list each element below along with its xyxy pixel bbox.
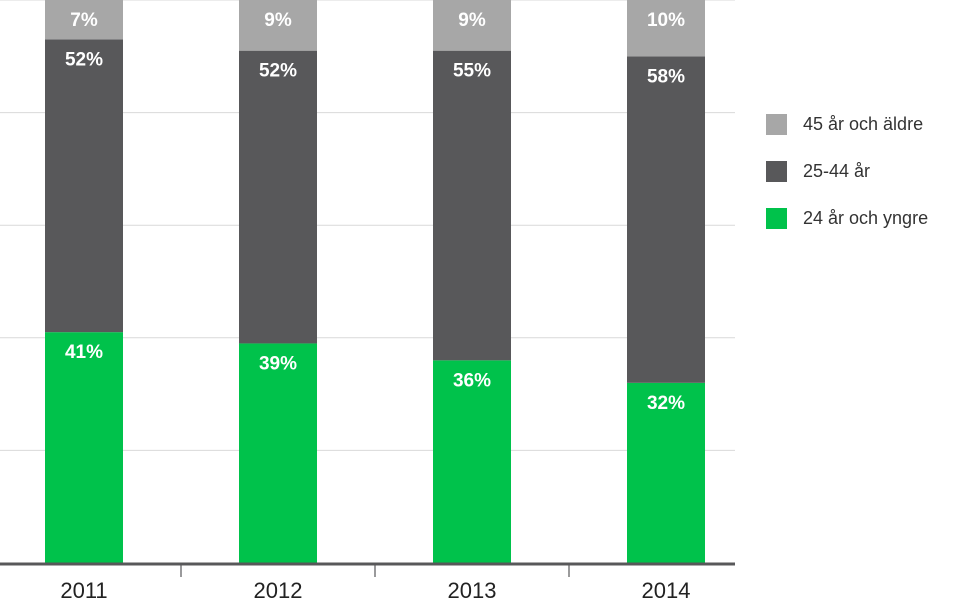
legend-label-45-plus: 45 år och äldre xyxy=(803,113,924,134)
bar-segment xyxy=(627,382,705,563)
bar-segment xyxy=(627,0,705,57)
x-axis: 2011 2012 2013 2014 xyxy=(0,562,735,603)
bar-segment xyxy=(239,50,317,344)
bar-segment xyxy=(239,343,317,563)
bar-segment xyxy=(45,39,123,333)
legend-swatch-45-plus xyxy=(766,113,787,135)
legend-item-45-plus: 45 år och äldre xyxy=(766,112,928,136)
bar-labels: 41% 52% 7% 39% 52% 9% 36% 55% 9% 32% 58% 10% xyxy=(65,10,685,414)
bar-segment xyxy=(433,360,511,563)
legend: 45 år och äldre 25-44 år 24 år och yngre xyxy=(766,112,928,253)
bar-segment xyxy=(45,0,123,40)
legend-label-24-under: 24 år och yngre xyxy=(803,207,929,228)
bar-value-label: 10% xyxy=(647,10,685,31)
bar-segment xyxy=(433,50,511,361)
x-tick-label: 2012 xyxy=(254,578,303,603)
legend-item-24-under: 24 år och yngre xyxy=(766,206,928,230)
bar-value-label: 32% xyxy=(647,393,685,414)
bar-segment xyxy=(627,56,705,383)
bars xyxy=(45,0,705,563)
x-tick-label: 2011 xyxy=(60,578,107,603)
x-tick-label: 2013 xyxy=(448,578,497,603)
bar-value-label: 52% xyxy=(65,49,103,70)
legend-swatch-25-44 xyxy=(766,160,787,182)
bar-value-label: 9% xyxy=(458,10,486,31)
bar-value-label: 55% xyxy=(453,61,491,82)
bar-value-label: 9% xyxy=(264,10,292,31)
x-tick-label: 2014 xyxy=(642,578,691,603)
bar-value-label: 58% xyxy=(647,66,685,87)
bar-value-label: 41% xyxy=(65,342,103,363)
bar-value-label: 36% xyxy=(453,370,491,391)
bar-segment xyxy=(239,0,317,51)
bar-value-label: 7% xyxy=(70,10,98,31)
bar-value-label: 52% xyxy=(259,61,297,82)
legend-swatch-24-under xyxy=(766,207,787,229)
bar-segment xyxy=(45,332,123,563)
bar-value-label: 39% xyxy=(259,353,297,374)
legend-label-25-44: 25-44 år xyxy=(803,160,871,181)
legend-item-25-44: 25-44 år xyxy=(766,159,928,183)
bar-segment xyxy=(433,0,511,51)
